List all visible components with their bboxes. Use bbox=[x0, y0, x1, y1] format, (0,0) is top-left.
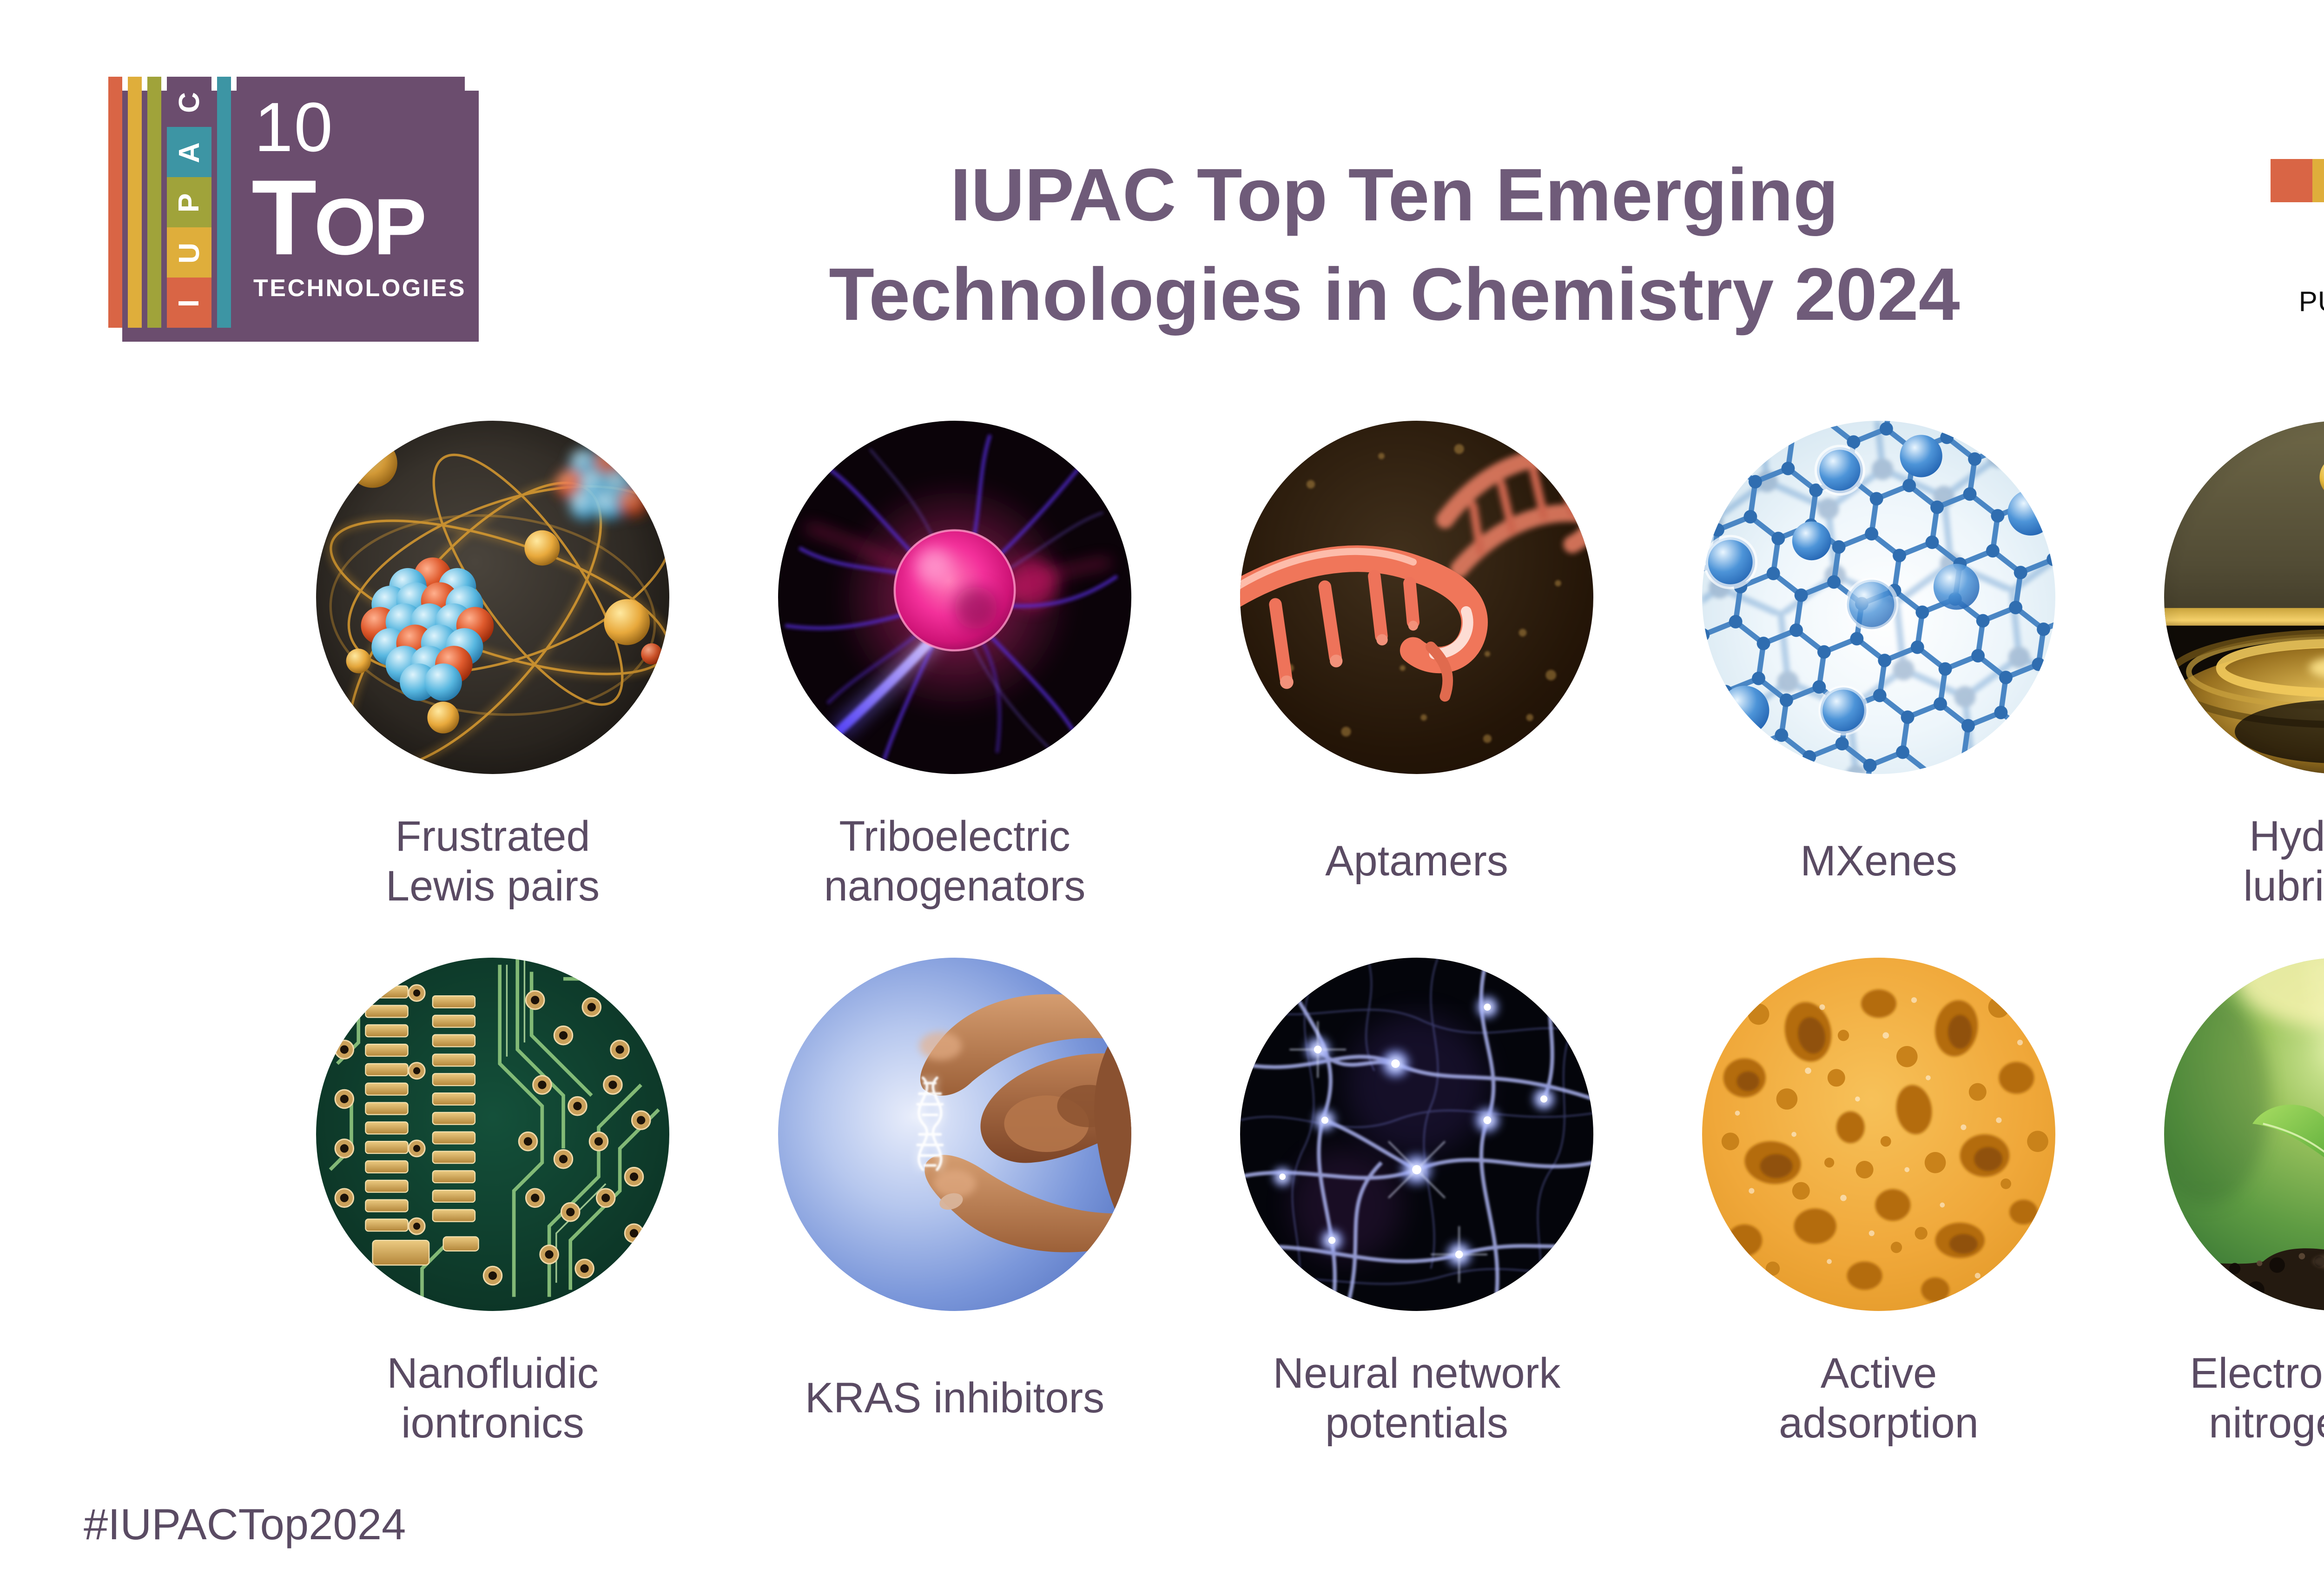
rna-aptamer-image bbox=[1240, 421, 1593, 774]
logo-top-op: OP bbox=[314, 182, 427, 271]
oil-drop-image bbox=[2164, 421, 2324, 774]
tech-label: Triboelectric nanogenators bbox=[824, 812, 1086, 910]
iupac-wordmark-line1: INTERNATIONAL UNION OF bbox=[2291, 247, 2324, 284]
logo-stripe-yellow bbox=[128, 77, 142, 328]
letter-block-c: C bbox=[167, 77, 211, 127]
tech-label: Active adsorption bbox=[1779, 1349, 1979, 1447]
iupac-top10-logo: C A P U I 10 TOP TECHNOLOGIES bbox=[108, 77, 479, 342]
tech-item-active-adsorption: Active adsorption bbox=[1648, 958, 2110, 1450]
logo-purple-box: 10 TOP TECHNOLOGIES bbox=[237, 77, 465, 328]
logo-stripe-orange bbox=[108, 77, 122, 328]
seedling-soil-image bbox=[2164, 958, 2324, 1311]
tech-label: Aptamers bbox=[1325, 837, 1508, 885]
tech-item-kras-inhibitors: KRAS inhibitors bbox=[724, 958, 1186, 1450]
bar-yellow bbox=[2312, 159, 2324, 202]
hashtag: #IUPACTop2024 bbox=[84, 1500, 406, 1549]
tech-row-2: Nanofluidic iontronics bbox=[262, 958, 2324, 1450]
tech-label: MXenes bbox=[1800, 837, 1957, 885]
letter-c: C bbox=[173, 91, 205, 113]
tech-item-frustrated-lewis-pairs: Frustrated Lewis pairs bbox=[262, 421, 724, 914]
letter-block-i: I bbox=[167, 278, 211, 328]
atom-model-image bbox=[316, 421, 669, 774]
logo-stripe-teal bbox=[217, 77, 231, 328]
tech-label: Frustrated Lewis pairs bbox=[385, 812, 600, 910]
tech-label: Hydration lubrication bbox=[2243, 812, 2324, 910]
tech-item-nanofluidic-iontronics: Nanofluidic iontronics bbox=[262, 958, 724, 1450]
letter-block-a: A bbox=[167, 127, 211, 177]
tech-item-mxenes: MXenes bbox=[1648, 421, 2110, 914]
tech-label: Nanofluidic iontronics bbox=[387, 1349, 599, 1447]
tech-row-1: Frustrated Lewis pairs bbox=[262, 421, 2324, 914]
neurons-image bbox=[1240, 958, 1593, 1311]
iupac-color-bar bbox=[2271, 159, 2324, 202]
circuit-board-image bbox=[316, 958, 669, 1311]
hand-holding-dna-image bbox=[778, 958, 1131, 1311]
tech-label: KRAS inhibitors bbox=[805, 1374, 1105, 1422]
tech-label: Neural network potentials bbox=[1273, 1349, 1561, 1447]
sponge-texture-image bbox=[1702, 958, 2055, 1311]
logo-number-10: 10 bbox=[254, 88, 334, 166]
letter-block-p: P bbox=[167, 177, 211, 227]
logo-top-t: T bbox=[251, 158, 317, 277]
tech-item-aptamers: Aptamers bbox=[1186, 421, 1648, 914]
hexagonal-lattice-image bbox=[1702, 421, 2055, 774]
logo-technologies-word: TECHNOLOGIES bbox=[253, 275, 467, 302]
iupac-wordmark-line2: PURE AND APPLIED CHEMISTRY bbox=[2298, 286, 2324, 317]
logo-top-word: TOP bbox=[251, 156, 427, 279]
bar-orange bbox=[2271, 159, 2312, 202]
plasma-ball-image bbox=[778, 421, 1131, 774]
tech-item-triboelectric-nanogenators: Triboelectric nanogenators bbox=[724, 421, 1186, 914]
letter-block-u: U bbox=[167, 227, 211, 278]
page-title: IUPAC Top Ten Emerging Technologies in C… bbox=[829, 153, 1960, 336]
tech-item-electrochemical-nitrogen-cycle: Electrochemical nitrogen cycle bbox=[2110, 958, 2324, 1450]
iupac-letters-column: C A P U I bbox=[167, 77, 211, 328]
iupac-wordmark: INTERNATIONAL UNION OF PURE AND APPLIED … bbox=[2291, 247, 2324, 320]
tech-item-neural-network-potentials: Neural network potentials bbox=[1186, 958, 1648, 1450]
tech-item-hydration-lubrication: Hydration lubrication bbox=[2110, 421, 2324, 914]
tech-label: Electrochemical nitrogen cycle bbox=[2190, 1349, 2324, 1447]
logo-stripe-olive bbox=[147, 77, 161, 328]
